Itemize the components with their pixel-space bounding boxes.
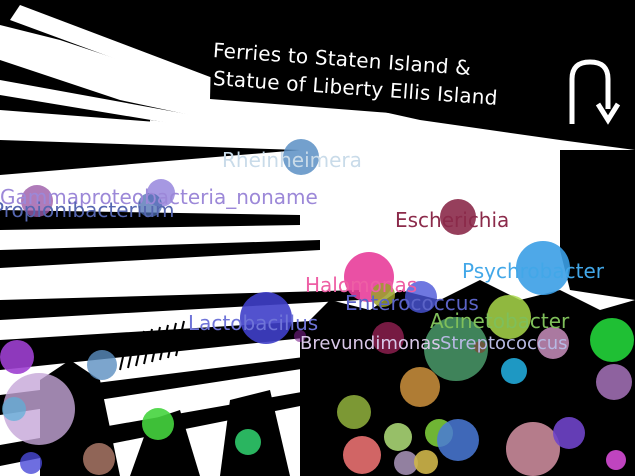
bubble-1 — [21, 185, 53, 217]
bubble-8 — [240, 292, 292, 344]
bubble-0 — [283, 139, 319, 175]
label-halomonas: Halomonas — [305, 273, 418, 297]
sign-board — [210, 14, 635, 132]
bubble-32 — [394, 451, 418, 475]
bubble-7 — [405, 281, 437, 313]
bubble-16 — [3, 373, 75, 445]
label-enterococcus: Enterococcus — [345, 291, 479, 315]
bubble-34 — [606, 450, 626, 470]
bubble-10 — [372, 322, 404, 354]
label-escherichia: Escherichia — [395, 208, 510, 232]
bubble-18 — [2, 397, 26, 421]
bubble-19 — [142, 408, 174, 440]
bubble-17 — [87, 350, 117, 380]
label-acinetobacter: Acinetobacter — [430, 309, 570, 333]
bubble-36 — [294, 330, 306, 342]
bubble-12 — [537, 327, 569, 359]
label-rheinheimera: Rheinheimera — [222, 148, 362, 172]
label-psychrobacter: Psychrobacter — [462, 259, 604, 283]
bubble-33 — [414, 450, 438, 474]
ferry-direction-sign: Ferries to Staten Island & Statue of Lib… — [210, 14, 635, 132]
bubble-35 — [371, 283, 395, 307]
label-gammaproteobacteria: Gammaproteobacteria_noname — [0, 185, 318, 209]
bubble-5 — [516, 241, 570, 295]
bubble-23 — [337, 395, 371, 429]
bubble-9 — [487, 295, 531, 339]
bubble-21 — [400, 367, 440, 407]
bubble-11 — [424, 317, 488, 381]
bubble-24 — [343, 436, 381, 474]
label-brevundimonas: Brevundimonas — [300, 333, 441, 354]
bubble-22 — [501, 358, 527, 384]
bubble-29 — [553, 417, 585, 449]
label-lactobacillus: Lactobacillus — [188, 311, 319, 335]
bubble-14 — [596, 364, 632, 400]
u-turn-arrow-icon — [569, 59, 621, 125]
bubble-28 — [506, 422, 560, 476]
bubble-37 — [474, 341, 486, 353]
bubble-30 — [83, 443, 115, 475]
bubble-27 — [437, 419, 479, 461]
bubble-4 — [440, 199, 476, 235]
bubble-3 — [138, 193, 162, 217]
label-streptococcus: Streptococcus — [440, 333, 568, 354]
label-propionibacterium: Propionibacterium — [0, 198, 175, 222]
bubble-20 — [235, 429, 261, 455]
bubble-25 — [384, 423, 412, 451]
bubble-13 — [590, 318, 634, 362]
bubble-31 — [20, 452, 42, 474]
bubble-15 — [0, 340, 34, 374]
